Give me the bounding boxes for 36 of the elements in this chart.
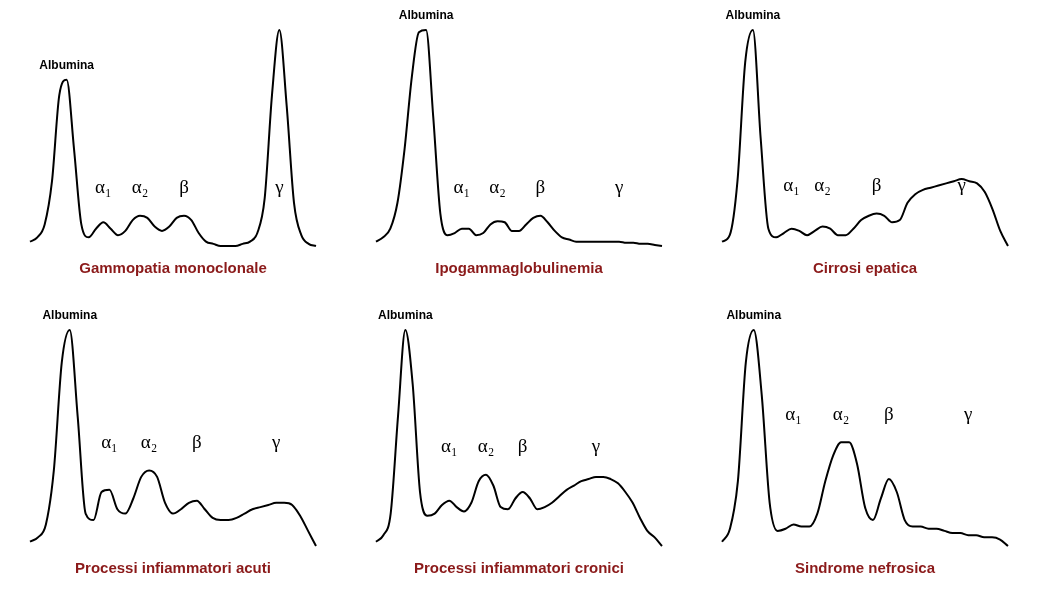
text: Albumina	[42, 308, 98, 323]
text: Processi infiammatori acuti	[75, 559, 271, 577]
annotation: α₂	[814, 174, 831, 196]
annotation: α₁	[441, 435, 458, 457]
annotation: β	[871, 174, 882, 196]
annotation: α₂	[477, 435, 495, 457]
annotation: α₁	[453, 176, 471, 198]
text: Cirrosi epatica	[812, 259, 918, 277]
annotation: Albumina	[39, 57, 95, 72]
annotation: α₂	[131, 176, 149, 198]
text: Sindrome nefrosica	[794, 559, 936, 577]
annotation: γ	[590, 435, 601, 457]
annotation: β	[179, 176, 189, 198]
annotation: γ	[271, 430, 281, 452]
text: Gammopatia monoclonale	[79, 259, 267, 277]
annotation: α₂	[140, 430, 158, 452]
annotation: α₂	[489, 176, 506, 198]
text: Albumina	[398, 8, 454, 23]
annotation: γ	[274, 176, 284, 198]
annotation: β	[535, 176, 546, 198]
annotation: β	[517, 435, 528, 457]
annotation: β	[884, 402, 894, 424]
text: Albumina	[726, 308, 782, 323]
text: Ipogammaglobulinemia	[435, 259, 604, 277]
annotation: γ	[963, 402, 973, 424]
annotation: γ	[956, 174, 966, 196]
annotation: α₁	[101, 430, 118, 452]
annotation: γ	[613, 176, 624, 198]
text: Processi infiammatori cronici	[413, 559, 625, 577]
text: Albumina	[378, 308, 433, 323]
annotation: α₁	[783, 174, 800, 196]
annotation: β	[192, 430, 202, 452]
text: Albumina	[725, 8, 781, 23]
annotation: α₁	[95, 176, 112, 198]
annotation: α₁	[785, 402, 802, 424]
annotation: α₂	[832, 402, 850, 424]
